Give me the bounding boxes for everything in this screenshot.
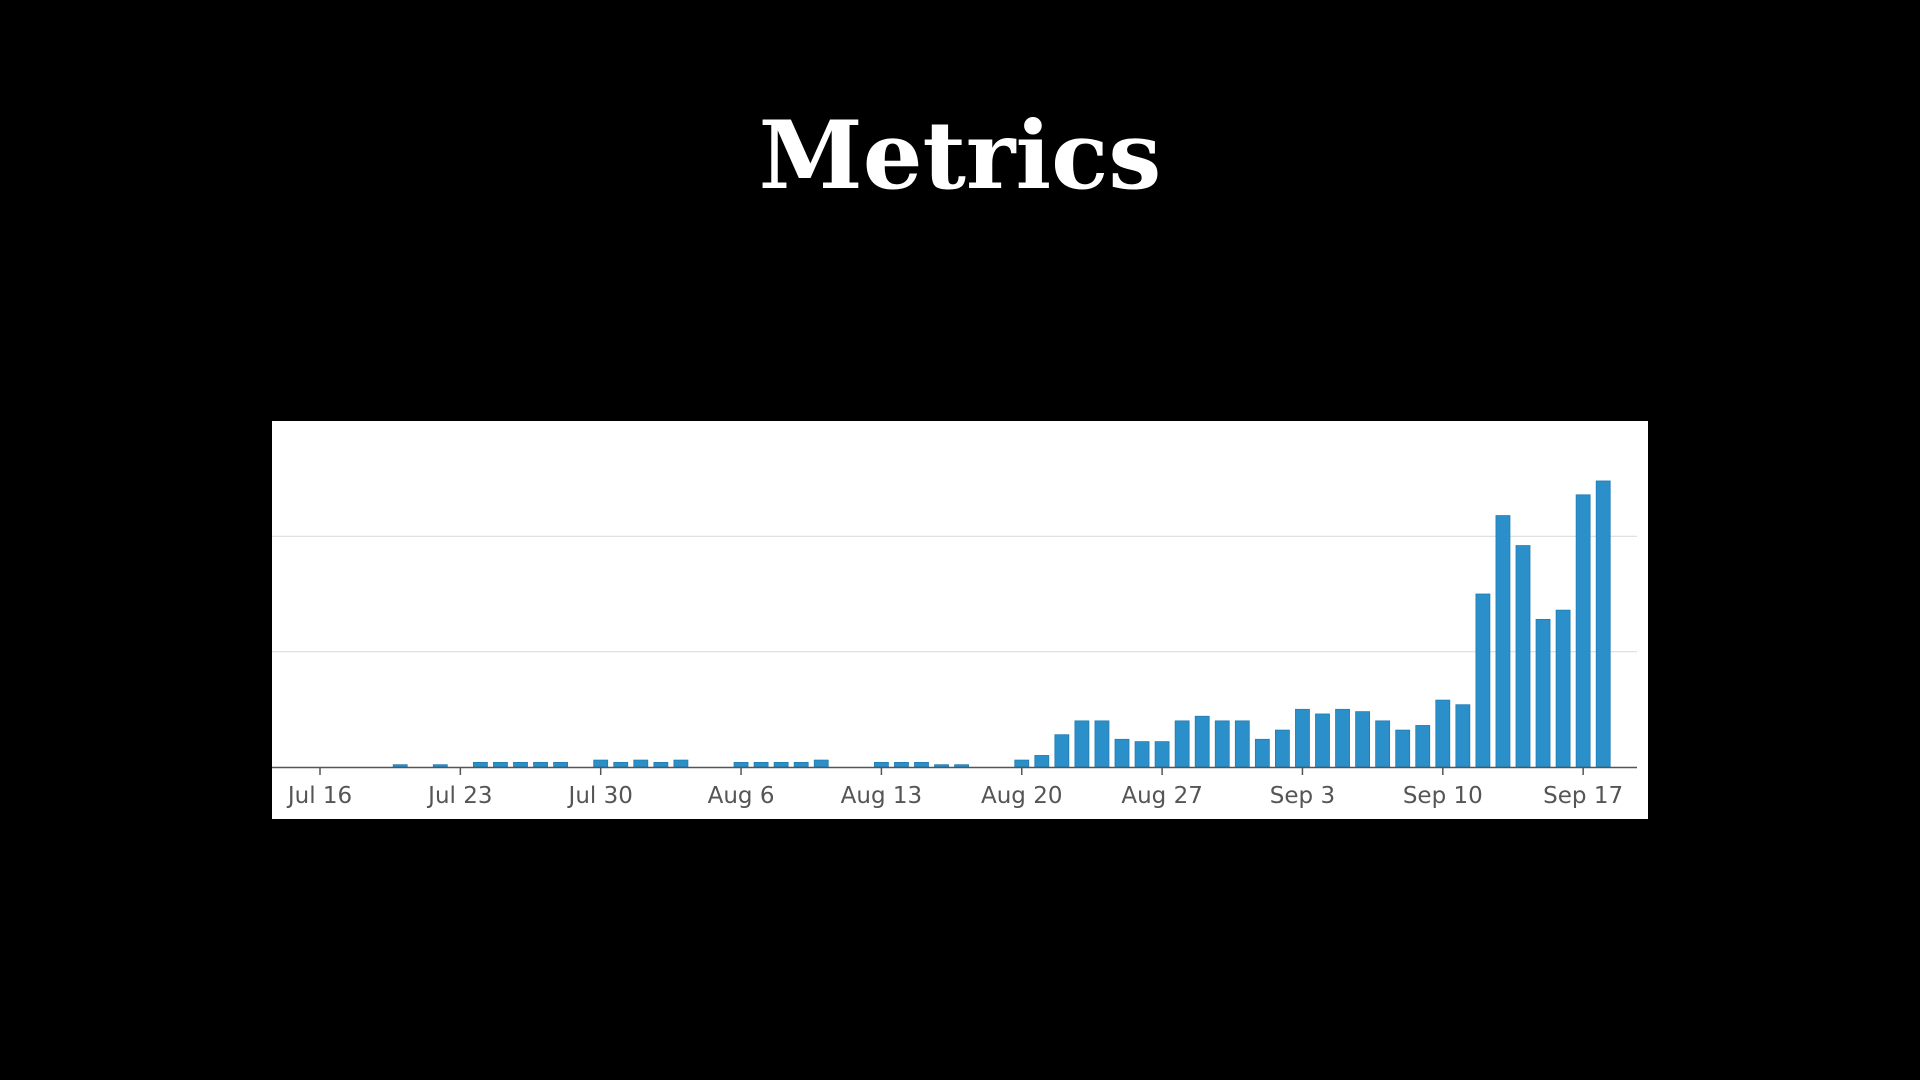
bar	[533, 761, 548, 768]
bar	[1174, 720, 1190, 768]
bar	[673, 759, 689, 768]
bar	[1575, 494, 1591, 768]
bar	[1054, 734, 1070, 768]
bar	[1595, 480, 1611, 768]
bar	[753, 761, 769, 768]
bar	[1435, 699, 1451, 768]
bar	[1154, 741, 1170, 768]
bar	[1094, 720, 1110, 768]
bar	[1074, 720, 1090, 768]
bar	[1415, 725, 1431, 768]
bar	[813, 759, 829, 768]
bar	[733, 761, 749, 768]
bar	[553, 761, 569, 768]
bar	[793, 761, 809, 768]
bar	[1114, 738, 1130, 768]
bar	[894, 761, 909, 768]
chart-panel: Jul 16 Jul 23 Jul 30 Aug 6 Aug 13 Aug 20 Aug 2…	[272, 421, 1648, 819]
bar	[1335, 708, 1350, 768]
bar	[392, 764, 408, 768]
bar	[1134, 741, 1150, 768]
bar	[1315, 713, 1330, 768]
bar	[773, 761, 789, 768]
x-tick-label: Sep 17	[1543, 783, 1623, 809]
bar	[1495, 515, 1511, 768]
bar	[432, 764, 448, 768]
x-tick-label: Jul 23	[426, 783, 492, 809]
bar	[1395, 729, 1411, 768]
bar	[1375, 720, 1391, 768]
bar	[1275, 729, 1290, 768]
bar	[1254, 738, 1270, 768]
bar	[1535, 618, 1551, 768]
bar	[1214, 720, 1230, 768]
bar	[1034, 755, 1050, 768]
bar-chart: Jul 16 Jul 23 Jul 30 Aug 6 Aug 13 Aug 20 Aug 2…	[272, 480, 1637, 809]
bar	[1234, 720, 1250, 768]
bar	[633, 759, 649, 768]
gridlines	[272, 535, 1637, 653]
bar	[653, 761, 669, 768]
bar	[1475, 593, 1491, 768]
bar	[1555, 609, 1571, 768]
x-tick-label: Sep 3	[1270, 783, 1335, 809]
x-tick-label: Jul 30	[567, 783, 633, 809]
x-tick-label: Jul 16	[286, 783, 352, 809]
x-axis: Jul 16 Jul 23 Jul 30 Aug 6 Aug 13 Aug 20 Aug 2…	[272, 766, 1637, 809]
bar	[472, 761, 488, 768]
bar	[914, 761, 929, 768]
x-tick-label: Aug 27	[1121, 783, 1203, 809]
bar	[1295, 708, 1310, 768]
bar	[1455, 704, 1471, 768]
bar	[493, 761, 508, 768]
bar	[1355, 711, 1370, 768]
bar	[513, 761, 528, 768]
bar	[593, 759, 609, 768]
bar	[874, 761, 889, 768]
bar	[1014, 759, 1030, 768]
x-tick-label: Aug 6	[708, 783, 775, 809]
x-tick-label: Sep 10	[1403, 783, 1483, 809]
bars	[392, 480, 1611, 768]
slide-title: Metrics	[758, 101, 1162, 211]
x-tick-label: Aug 13	[841, 783, 923, 809]
bar	[613, 761, 629, 768]
bar	[1194, 715, 1210, 768]
bar	[954, 764, 969, 768]
bar	[1515, 545, 1531, 768]
bar	[934, 764, 949, 768]
x-tick-label: Aug 20	[981, 783, 1063, 809]
